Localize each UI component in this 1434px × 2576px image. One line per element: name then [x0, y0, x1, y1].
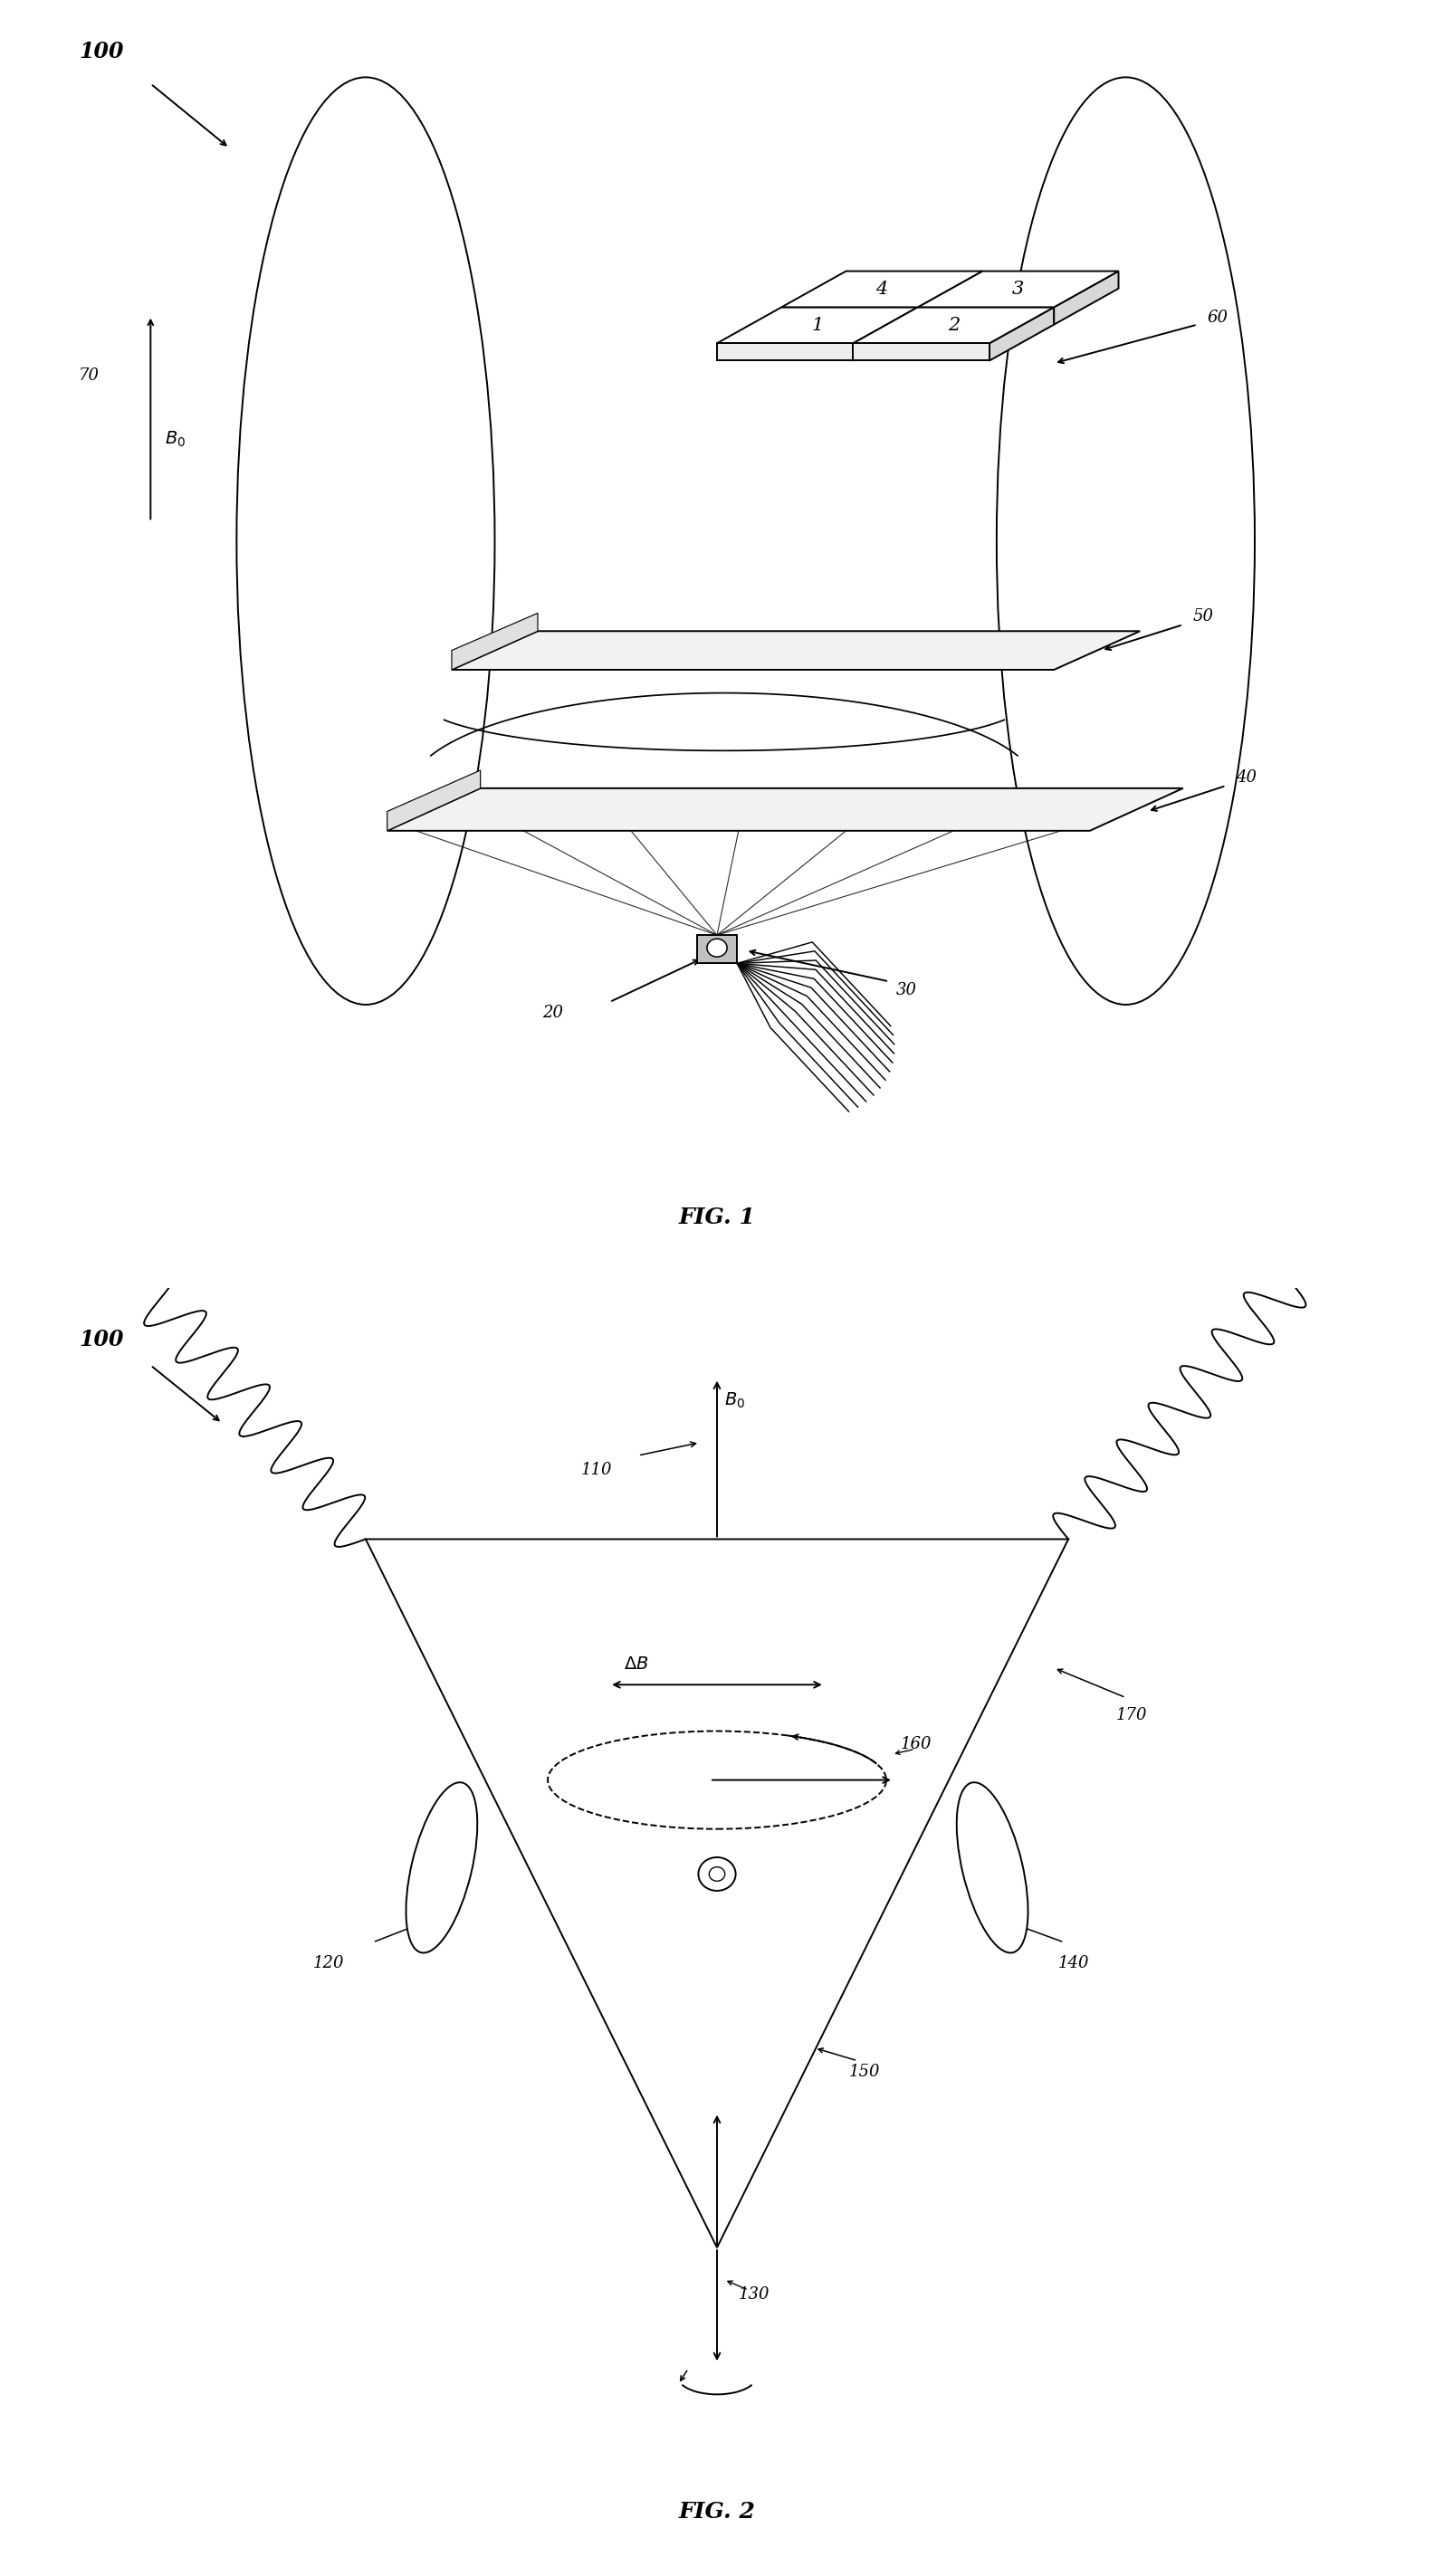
Polygon shape	[452, 613, 538, 670]
Polygon shape	[853, 307, 918, 361]
Text: 140: 140	[1058, 1955, 1090, 1971]
Text: 60: 60	[1207, 309, 1229, 325]
Text: 4: 4	[876, 281, 888, 299]
Text: 130: 130	[739, 2287, 770, 2303]
Text: 150: 150	[849, 2063, 880, 2079]
Polygon shape	[717, 307, 918, 343]
Text: 20: 20	[542, 1005, 564, 1020]
Text: 70: 70	[79, 368, 100, 384]
Text: $\mathit{B}_0$: $\mathit{B}_0$	[165, 430, 186, 448]
Text: 50: 50	[1193, 608, 1215, 623]
Ellipse shape	[406, 1783, 478, 1953]
Polygon shape	[782, 270, 982, 307]
Text: 100: 100	[79, 1329, 123, 1350]
Circle shape	[698, 1857, 736, 1891]
Polygon shape	[697, 935, 737, 963]
Text: 170: 170	[1116, 1708, 1147, 1723]
Text: 30: 30	[896, 981, 918, 997]
Text: $\Delta B$: $\Delta B$	[624, 1656, 648, 1672]
Text: FIG. 2: FIG. 2	[678, 2501, 756, 2522]
Polygon shape	[452, 631, 1140, 670]
Polygon shape	[387, 770, 480, 829]
Text: FIG. 1: FIG. 1	[678, 1206, 756, 1229]
Circle shape	[707, 938, 727, 956]
Circle shape	[710, 1868, 726, 1880]
Polygon shape	[918, 270, 982, 325]
Ellipse shape	[956, 1783, 1028, 1953]
Polygon shape	[918, 270, 1119, 307]
Text: 1: 1	[812, 317, 823, 335]
Text: 100: 100	[79, 41, 123, 62]
Polygon shape	[387, 788, 1183, 829]
Polygon shape	[1054, 270, 1119, 325]
Polygon shape	[717, 343, 853, 361]
Polygon shape	[853, 343, 989, 361]
Text: 40: 40	[1236, 770, 1258, 786]
Polygon shape	[989, 307, 1054, 361]
Text: 160: 160	[901, 1736, 932, 1752]
Text: 110: 110	[581, 1463, 612, 1479]
Text: $\mathit{B}_0$: $\mathit{B}_0$	[724, 1391, 746, 1409]
Text: 3: 3	[1012, 281, 1024, 299]
Text: 120: 120	[313, 1955, 344, 1971]
Polygon shape	[853, 307, 1054, 343]
Text: 2: 2	[948, 317, 959, 335]
